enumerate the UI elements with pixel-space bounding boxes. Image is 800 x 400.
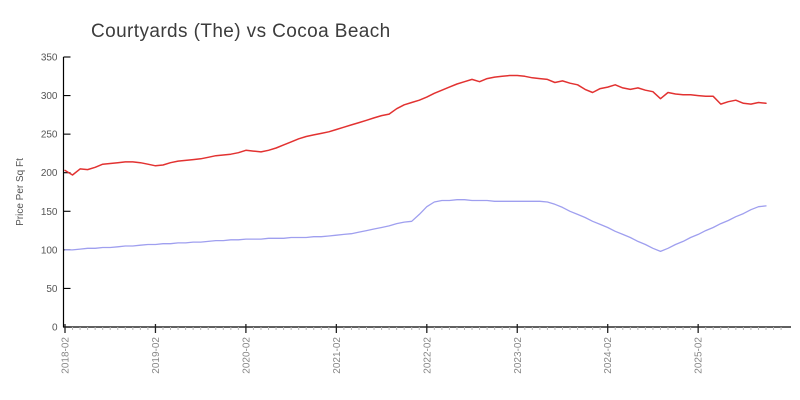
y-tick-label: 50 bbox=[46, 284, 58, 295]
x-tick-label: 2021-02 bbox=[332, 337, 343, 374]
x-tick-label: 2023-02 bbox=[513, 337, 524, 374]
x-tick-label: 2025-02 bbox=[694, 337, 705, 374]
y-tick-label: 300 bbox=[41, 91, 58, 102]
series-line-cocoa-beach bbox=[64, 199, 767, 253]
y-tick-label: 150 bbox=[41, 207, 58, 218]
y-tick-label: 200 bbox=[41, 168, 58, 179]
y-axis-title: Price Per Sq Ft bbox=[15, 158, 26, 226]
series-line-courtyards-the bbox=[64, 74, 767, 176]
y-tick-label: 350 bbox=[41, 53, 58, 64]
x-tick-label: 2024-02 bbox=[603, 337, 614, 374]
x-tick-label: 2019-02 bbox=[151, 337, 162, 374]
y-tick-label: 100 bbox=[41, 245, 58, 256]
y-tick-label: 0 bbox=[52, 323, 58, 334]
x-tick-label: 2022-02 bbox=[422, 337, 433, 374]
x-tick-label: 2020-02 bbox=[241, 337, 252, 374]
y-tick-label: 250 bbox=[41, 130, 58, 141]
x-tick-label: 2018-02 bbox=[61, 337, 72, 374]
chart-title: Courtyards (The) vs Cocoa Beach bbox=[91, 21, 391, 42]
